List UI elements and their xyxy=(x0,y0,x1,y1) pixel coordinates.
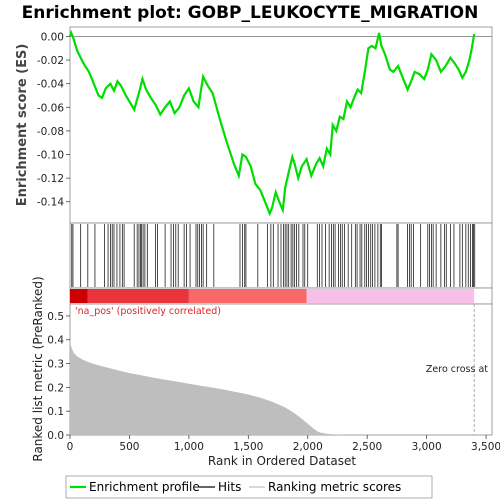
ranked-y-ticks: 0.0 0.1 0.2 0.3 0.4 0.5 xyxy=(47,311,70,442)
ranked-x-tick-label: 3,000 xyxy=(412,441,442,453)
heat-bar-segment xyxy=(87,289,189,303)
es-y-tick-label: -0.02 xyxy=(37,55,64,67)
es-y-axis-label: Enrichment score (ES) xyxy=(15,44,30,207)
es-y-tick-label: -0.04 xyxy=(37,79,64,91)
ranked-x-tick-label: 0 xyxy=(67,441,74,453)
es-y-tick-label: -0.10 xyxy=(37,150,64,162)
heat-bar-segment xyxy=(70,289,88,303)
ranked-x-tick-label: 2,000 xyxy=(293,441,323,453)
es-y-ticks: 0.00 -0.02 -0.04 -0.06 -0.08 -0.10 -0.12 -0.14 xyxy=(37,31,70,209)
ranked-x-tick-label: 3,500 xyxy=(471,441,500,453)
hits-marks xyxy=(71,224,476,287)
legend-enrichment-label: Enrichment profile xyxy=(89,480,200,494)
ranked-y-axis-label: Ranked list metric (PreRanked) xyxy=(31,276,45,461)
ranked-y-tick-label: 0.5 xyxy=(47,311,64,323)
ranked-y-tick-label: 0.3 xyxy=(47,359,64,371)
legend-ranking-label: Ranking metric scores xyxy=(268,480,401,494)
ranked-y-tick-label: 0.0 xyxy=(47,430,64,442)
heat-bar-segment xyxy=(306,289,475,303)
ranked-x-tick-label: 1,000 xyxy=(174,441,204,453)
es-y-tick-label: -0.12 xyxy=(37,173,64,185)
es-y-tick-label: -0.08 xyxy=(37,126,64,138)
es-y-tick-label: 0.00 xyxy=(41,31,64,43)
ranked-x-ticks: 0 500 1,000 1,500 2,000 2,500 3,000 3,500 xyxy=(67,435,500,453)
ranked-y-tick-label: 0.2 xyxy=(47,382,64,394)
chart-title: Enrichment plot: GOBP_LEUKOCYTE_MIGRATIO… xyxy=(22,3,479,23)
ranked-x-axis-label: Rank in Ordered Dataset xyxy=(208,454,356,468)
ranked-x-tick-label: 500 xyxy=(119,441,139,453)
legend-hits-label: Hits xyxy=(218,480,241,494)
enrichment-profile-line xyxy=(68,29,476,217)
zero-cross-annotation: Zero cross at xyxy=(426,364,488,375)
positive-correlation-annotation: 'na_pos' (positively correlated) xyxy=(75,306,221,317)
ranked-y-tick-label: 0.4 xyxy=(47,335,64,347)
heat-bar-segment xyxy=(188,289,307,303)
es-y-tick-label: -0.06 xyxy=(37,102,64,114)
enrichment-panel-frame xyxy=(69,26,493,224)
ranked-x-tick-label: 2,500 xyxy=(352,441,382,453)
ranking-metric-area xyxy=(70,339,475,435)
es-y-tick-label: -0.14 xyxy=(37,197,64,209)
heat-bar xyxy=(70,289,475,303)
ranked-y-tick-label: 0.1 xyxy=(47,406,64,418)
ranked-x-tick-label: 1,500 xyxy=(233,441,263,453)
